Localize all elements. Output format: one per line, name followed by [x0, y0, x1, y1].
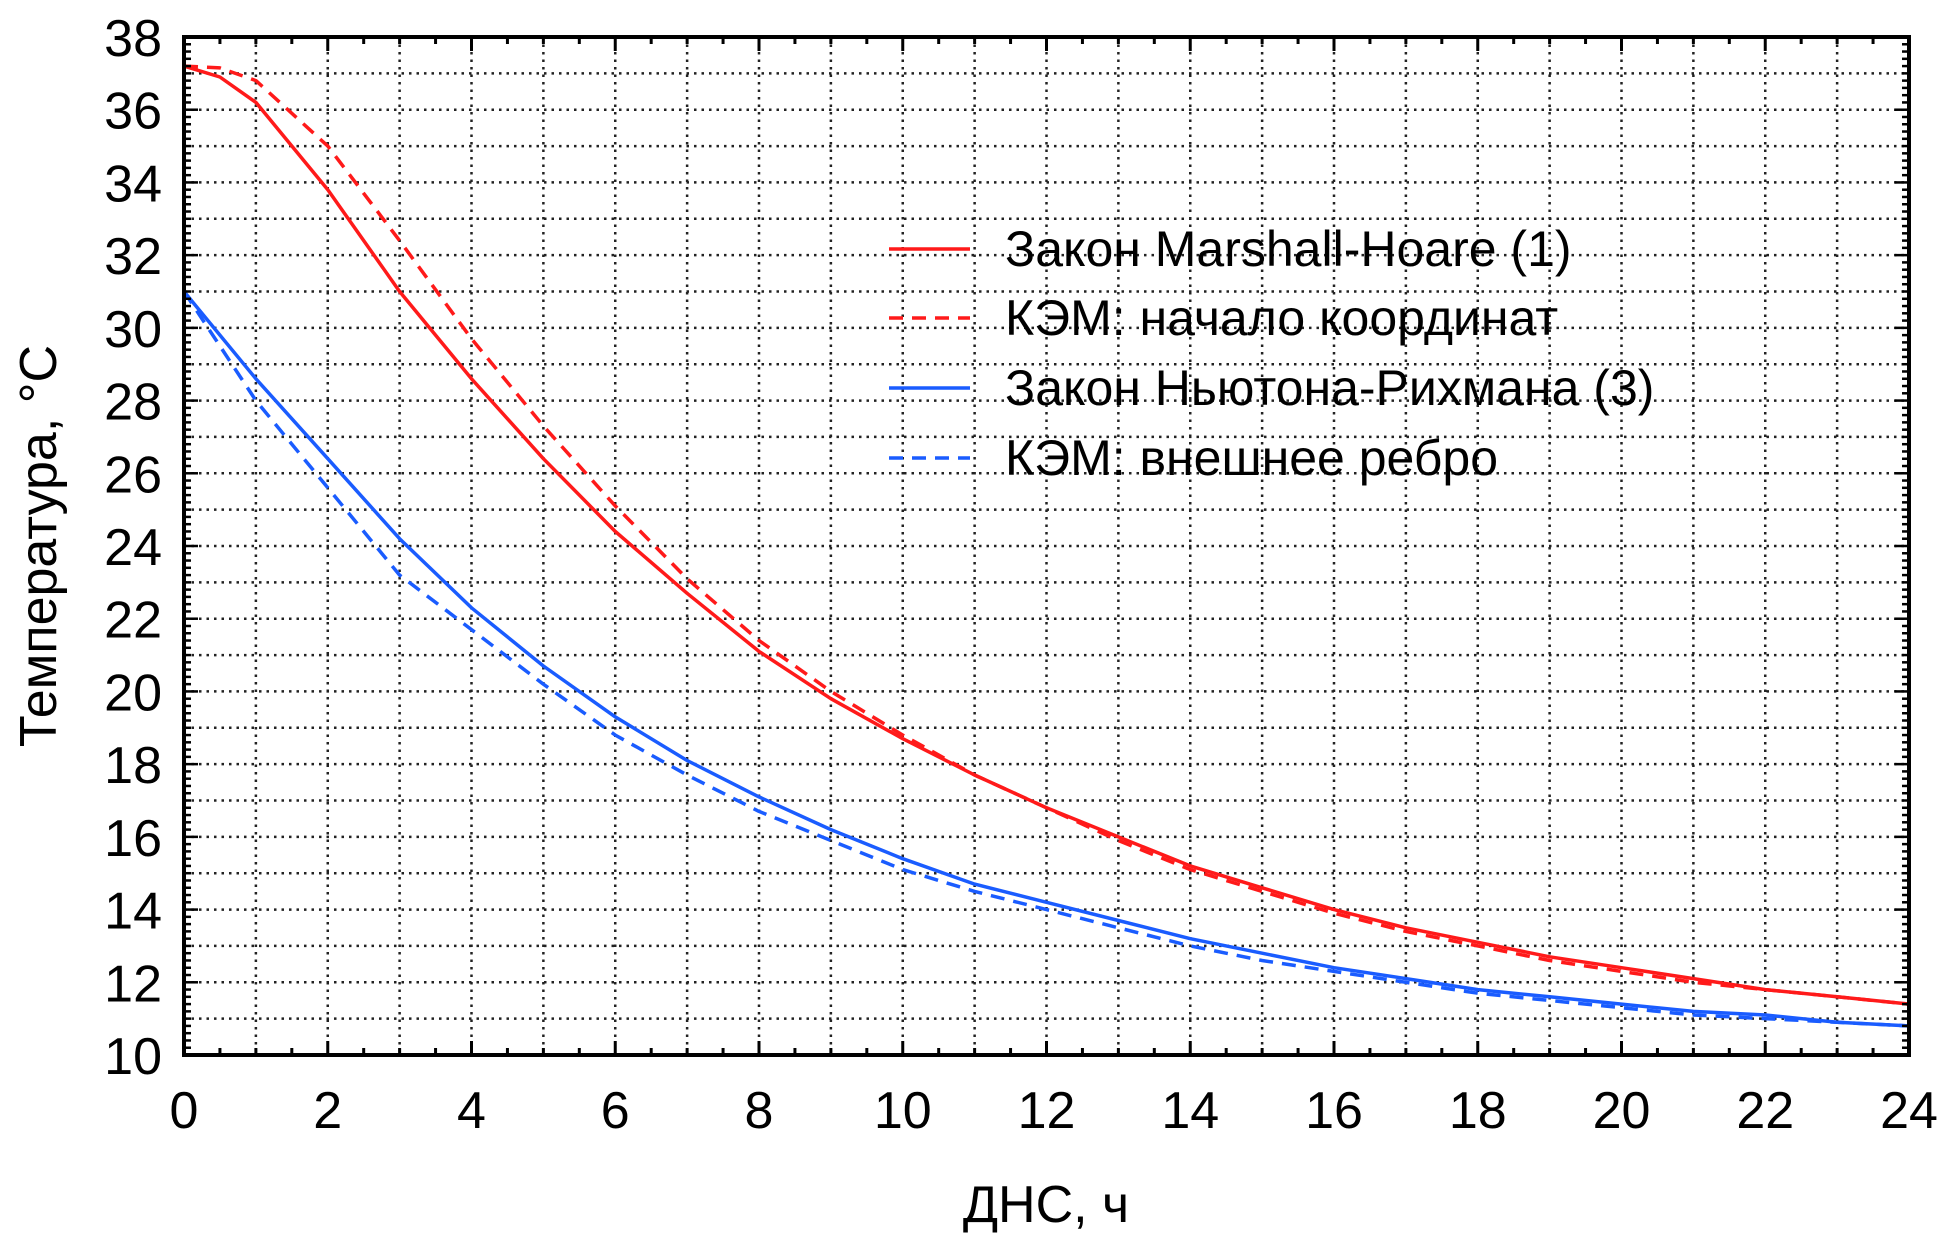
x-tick-label: 12: [1018, 1082, 1076, 1140]
y-tick-label: 20: [104, 664, 162, 722]
x-tick-label: 14: [1161, 1082, 1219, 1140]
y-tick-label: 26: [104, 446, 162, 504]
x-tick-label: 8: [745, 1082, 774, 1140]
x-tick-label: 24: [1880, 1082, 1938, 1140]
x-tick-label: 6: [601, 1082, 630, 1140]
grid: [184, 37, 1909, 1055]
legend-label: КЭМ: внешнее ребро: [1005, 430, 1498, 486]
legend-label: Закон Marshall-Hoare (1): [1005, 221, 1572, 277]
x-tick-label: 22: [1736, 1082, 1794, 1140]
legend: Закон Marshall-Hoare (1) КЭМ: начало коор…: [889, 221, 1654, 486]
y-tick-label: 14: [104, 883, 162, 941]
series-line-1: [183, 64, 1910, 1006]
y-tick-label: 18: [104, 737, 162, 795]
x-tick-label: 10: [874, 1082, 932, 1140]
series-line-3: [182, 290, 1910, 1028]
y-tick-label: 12: [104, 955, 162, 1013]
y-tick-label: 32: [104, 228, 162, 286]
x-tick-label: 0: [170, 1082, 199, 1140]
x-axis-title: ДНС, ч: [963, 1176, 1129, 1234]
x-tick-label: 18: [1449, 1082, 1507, 1140]
x-tick-label: 20: [1593, 1082, 1651, 1140]
y-tick-label: 28: [104, 374, 162, 432]
x-tick-label: 4: [457, 1082, 486, 1140]
legend-label: Закон Ньютона-Рихмана (3): [1005, 360, 1654, 416]
y-tick-labels: 10 12 14 16 18 20 22 24 26 28 30 32 34 36 38: [104, 10, 162, 1086]
x-tick-label: 16: [1305, 1082, 1363, 1140]
y-tick-label: 16: [104, 810, 162, 868]
y-tick-label: 38: [104, 10, 162, 68]
y-axis-title: Температура, °C: [10, 345, 68, 747]
x-tick-labels: 0 2 4 6 8 10 12 14 16 18 20 22 24: [170, 1082, 1938, 1140]
y-tick-label: 22: [104, 592, 162, 650]
y-tick-label: 36: [104, 83, 162, 141]
y-tick-label: 24: [104, 519, 162, 577]
series-line-2: [183, 64, 1910, 1006]
x-tick-label: 2: [313, 1082, 342, 1140]
series-line-4: [182, 290, 1910, 1028]
y-tick-label: 34: [104, 155, 162, 213]
y-tick-label: 30: [104, 301, 162, 359]
ticks: [182, 35, 1911, 1057]
legend-label: КЭМ: начало координат: [1005, 290, 1558, 346]
y-tick-label: 10: [104, 1028, 162, 1086]
curves: [182, 64, 1910, 1028]
